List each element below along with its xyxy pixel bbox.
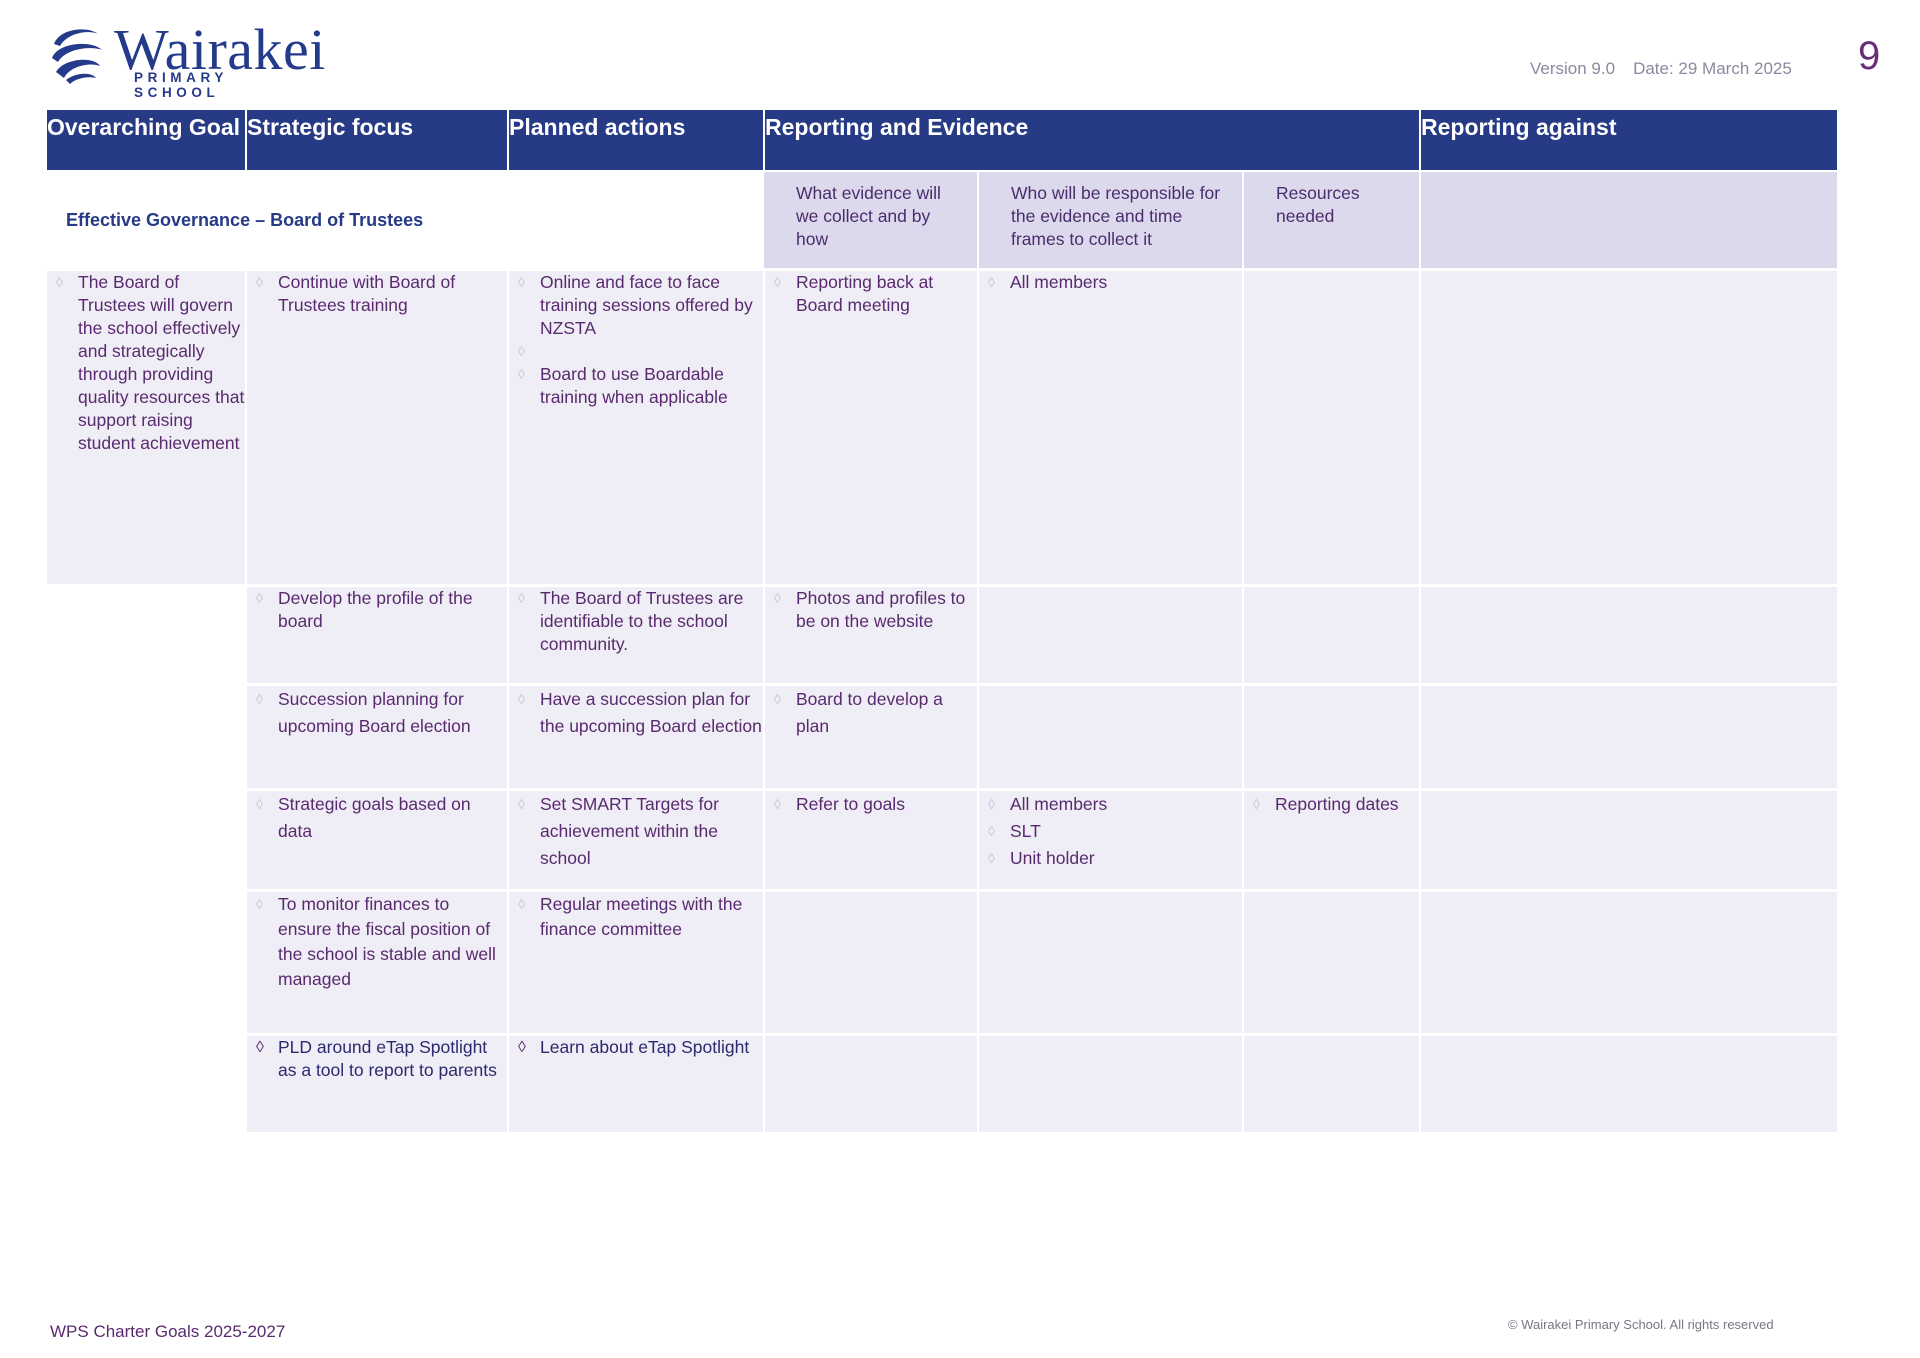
responsible-cell: All members <box>978 268 1244 586</box>
list-item: All members <box>979 271 1242 294</box>
actions-cell: Regular meetings with the finance commit… <box>508 889 765 1035</box>
responsible-cell <box>978 1033 1244 1132</box>
table-row: The Board of Trustees will govern the sc… <box>47 268 1837 586</box>
actions-cell: Set SMART Targets for achievement within… <box>508 788 765 891</box>
bullet-spacer <box>509 340 763 363</box>
logo-name: Wairakei <box>114 17 326 82</box>
focus-cell: PLD around eTap Spotlight as a tool to r… <box>246 1033 509 1132</box>
responsible-cell <box>978 584 1244 685</box>
actions-cell: Online and face to face training session… <box>508 268 765 586</box>
responsible-cell <box>978 889 1244 1035</box>
evidence-cell: Board to develop a plan <box>764 683 979 790</box>
focus-cell: Succession planning for upcoming Board e… <box>246 683 509 790</box>
resources-cell <box>1243 268 1421 586</box>
reporting-against-cell <box>1420 1033 1837 1132</box>
list-item: All members <box>979 791 1242 818</box>
list-item: PLD around eTap Spotlight as a tool to r… <box>247 1036 507 1082</box>
evidence-cell: Refer to goals <box>764 788 979 891</box>
goal-cell <box>47 788 247 891</box>
list-item: Continue with Board of Trustees training <box>247 271 507 317</box>
list-item: Board to use Boardable training when app… <box>509 363 763 409</box>
list-item: The Board of Trustees are identifiable t… <box>509 587 763 656</box>
subheader-responsible: Who will be responsible for the evidence… <box>978 170 1244 270</box>
focus-cell: Develop the profile of the board <box>246 584 509 685</box>
swirl-logo-icon <box>52 29 102 84</box>
list-item: Photos and profiles to be on the website <box>765 587 977 633</box>
reporting-against-cell <box>1420 584 1837 685</box>
list-item: Set SMART Targets for achievement within… <box>509 791 763 872</box>
list-item: Reporting dates <box>1244 791 1419 818</box>
list-item: Learn about eTap Spotlight <box>509 1036 763 1059</box>
list-item: SLT <box>979 818 1242 845</box>
goal-cell <box>47 683 247 790</box>
list-item: Reporting back at Board meeting <box>765 271 977 317</box>
list-item: Unit holder <box>979 845 1242 872</box>
resources-cell <box>1243 1033 1421 1132</box>
list-item: Online and face to face training session… <box>509 271 763 340</box>
responsible-cell <box>978 683 1244 790</box>
list-item: To monitor finances to ensure the fiscal… <box>247 892 507 992</box>
footer-title: WPS Charter Goals 2025-2027 <box>50 1322 286 1341</box>
list-item: Strategic goals based on data <box>247 791 507 845</box>
table-row: PLD around eTap Spotlight as a tool to r… <box>47 1033 1837 1132</box>
col-header-reporting-against: Reporting against <box>1420 110 1837 171</box>
version-label: Version 9.0 <box>1530 59 1616 78</box>
col-header-focus: Strategic focus <box>246 110 509 171</box>
actions-cell: The Board of Trustees are identifiable t… <box>508 584 765 685</box>
list-item: Have a succession plan for the upcoming … <box>509 686 763 740</box>
goal-cell: The Board of Trustees will govern the sc… <box>47 268 247 586</box>
evidence-cell <box>764 1033 979 1132</box>
reporting-against-cell <box>1420 889 1837 1035</box>
list-item: Board to develop a plan <box>765 686 977 740</box>
focus-cell: Continue with Board of Trustees training <box>246 268 509 586</box>
resources-cell <box>1243 683 1421 790</box>
evidence-cell: Reporting back at Board meeting <box>764 268 979 586</box>
goal-cell <box>47 1033 247 1132</box>
evidence-cell: Photos and profiles to be on the website <box>764 584 979 685</box>
table-row: Succession planning for upcoming Board e… <box>47 683 1837 790</box>
goal-cell <box>47 889 247 1035</box>
table-header-row: Overarching Goal Strategic focus Planned… <box>47 110 1837 171</box>
table-subheader-row: Effective Governance – Board of Trustees… <box>47 170 1837 270</box>
list-item: Succession planning for upcoming Board e… <box>247 686 507 740</box>
footer-copyright: © Wairakei Primary School. All rights re… <box>1508 1317 1774 1332</box>
subheader-reporting-against <box>1420 170 1837 270</box>
page-number: 9 <box>1858 34 1881 78</box>
date-label: Date: 29 March 2025 <box>1633 59 1792 78</box>
responsible-cell: All members SLT Unit holder <box>978 788 1244 891</box>
table-row: To monitor finances to ensure the fiscal… <box>47 889 1837 1035</box>
focus-cell: Strategic goals based on data <box>246 788 509 891</box>
col-header-actions: Planned actions <box>508 110 765 171</box>
evidence-cell <box>764 889 979 1035</box>
charter-goals-table: Overarching Goal Strategic focus Planned… <box>47 110 1837 1132</box>
logo-subtitle: PRIMARY SCHOOL <box>134 70 228 100</box>
focus-cell: To monitor finances to ensure the fiscal… <box>246 889 509 1035</box>
subheader-evidence: What evidence will we collect and by how <box>764 170 979 270</box>
reporting-against-cell <box>1420 268 1837 586</box>
actions-cell: Have a succession plan for the upcoming … <box>508 683 765 790</box>
goal-cell <box>47 584 247 685</box>
col-header-goal: Overarching Goal <box>47 110 247 171</box>
section-title: Effective Governance – Board of Trustees <box>47 170 764 270</box>
list-item: Regular meetings with the finance commit… <box>509 892 763 942</box>
table-row: Strategic goals based on data Set SMART … <box>47 788 1837 891</box>
resources-cell <box>1243 889 1421 1035</box>
col-header-reporting-evidence: Reporting and Evidence <box>764 110 1421 171</box>
actions-cell: Learn about eTap Spotlight <box>508 1033 765 1132</box>
list-item: Develop the profile of the board <box>247 587 507 633</box>
reporting-against-cell <box>1420 788 1837 891</box>
school-logo: Wairakei PRIMARY SCHOOL <box>46 18 325 100</box>
resources-cell <box>1243 584 1421 685</box>
reporting-against-cell <box>1420 683 1837 790</box>
document-meta: Version 9.0 Date: 29 March 2025 <box>1530 59 1792 79</box>
subheader-resources: Resources needed <box>1243 170 1421 270</box>
list-item: Refer to goals <box>765 791 977 818</box>
table-row: Develop the profile of the board The Boa… <box>47 584 1837 685</box>
resources-cell: Reporting dates <box>1243 788 1421 891</box>
list-item: The Board of Trustees will govern the sc… <box>47 271 245 455</box>
